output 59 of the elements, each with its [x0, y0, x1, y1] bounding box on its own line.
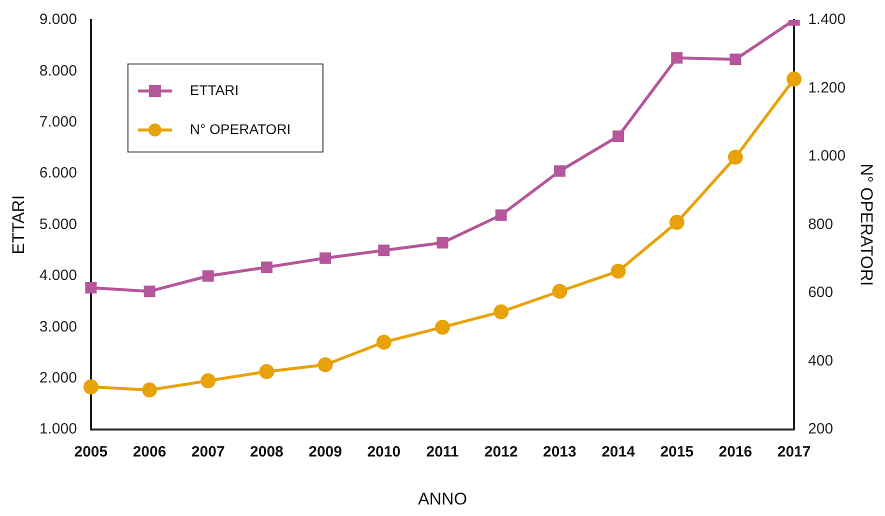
x-tick-label: 2013 — [543, 444, 576, 461]
legend-label: N° OPERATORI — [190, 120, 291, 137]
point — [142, 382, 158, 398]
y-tick-label: 3.000 — [39, 318, 77, 336]
x-tick-label: 2011 — [426, 444, 459, 461]
x-tick-label: 2007 — [191, 444, 225, 461]
y-tick-label: 8.000 — [39, 62, 77, 80]
point — [376, 334, 392, 350]
point — [495, 209, 507, 221]
y-tick-label: 4.000 — [39, 267, 77, 284]
y2-tick-label: 400 — [808, 352, 834, 370]
point — [669, 214, 684, 230]
point — [552, 284, 568, 299]
point — [318, 357, 333, 372]
x-tick-label: 2014 — [602, 444, 636, 461]
point — [83, 379, 98, 394]
point — [494, 304, 509, 320]
point — [786, 72, 802, 87]
y2-tick-label: 200 — [808, 420, 834, 438]
y-tick-label: 2.000 — [39, 370, 77, 387]
point — [200, 373, 216, 388]
y2-tick-label: 600 — [808, 284, 834, 302]
point — [730, 54, 742, 66]
y2-tick-label: 1.200 — [808, 79, 846, 96]
x-tick-label: 2016 — [718, 444, 752, 461]
x-tick-label: 2005 — [74, 444, 108, 461]
point — [610, 264, 626, 279]
point — [144, 286, 156, 298]
x-tick-label: 2009 — [308, 444, 342, 461]
point — [671, 52, 683, 64]
point — [202, 270, 214, 282]
x-tick-label: 2015 — [660, 444, 694, 461]
y2-tick-label: 800 — [808, 216, 834, 233]
y-tick-label: 9.000 — [39, 11, 77, 28]
point — [436, 236, 448, 248]
x-axis-title: ANNO — [418, 489, 468, 508]
point — [85, 282, 97, 294]
x-tick-label: 2006 — [132, 444, 166, 461]
y-tick-label: 7.000 — [39, 114, 77, 131]
x-tick-label: 2017 — [777, 444, 811, 461]
point — [320, 252, 332, 264]
y-tick-label: 5.000 — [39, 216, 77, 233]
point — [259, 364, 274, 380]
y2-tick-label: 1.000 — [808, 148, 846, 165]
x-tick-label: 2012 — [484, 444, 518, 461]
point — [554, 165, 566, 177]
x-tick-label: 2010 — [367, 444, 401, 461]
point — [260, 262, 272, 274]
point — [728, 150, 743, 165]
y-axis-title: ETTARI — [8, 195, 28, 254]
point — [435, 320, 450, 335]
point — [378, 244, 390, 256]
x-tick-label: 2008 — [250, 444, 284, 461]
y2-axis-title: N° OPERATORI — [857, 164, 876, 286]
y2-tick-label: 1.400 — [808, 11, 846, 28]
y-tick-label: 1.000 — [39, 420, 77, 438]
legend-label: ETTARI — [190, 82, 239, 98]
y-tick-label: 6.000 — [39, 164, 77, 182]
point — [612, 130, 624, 142]
